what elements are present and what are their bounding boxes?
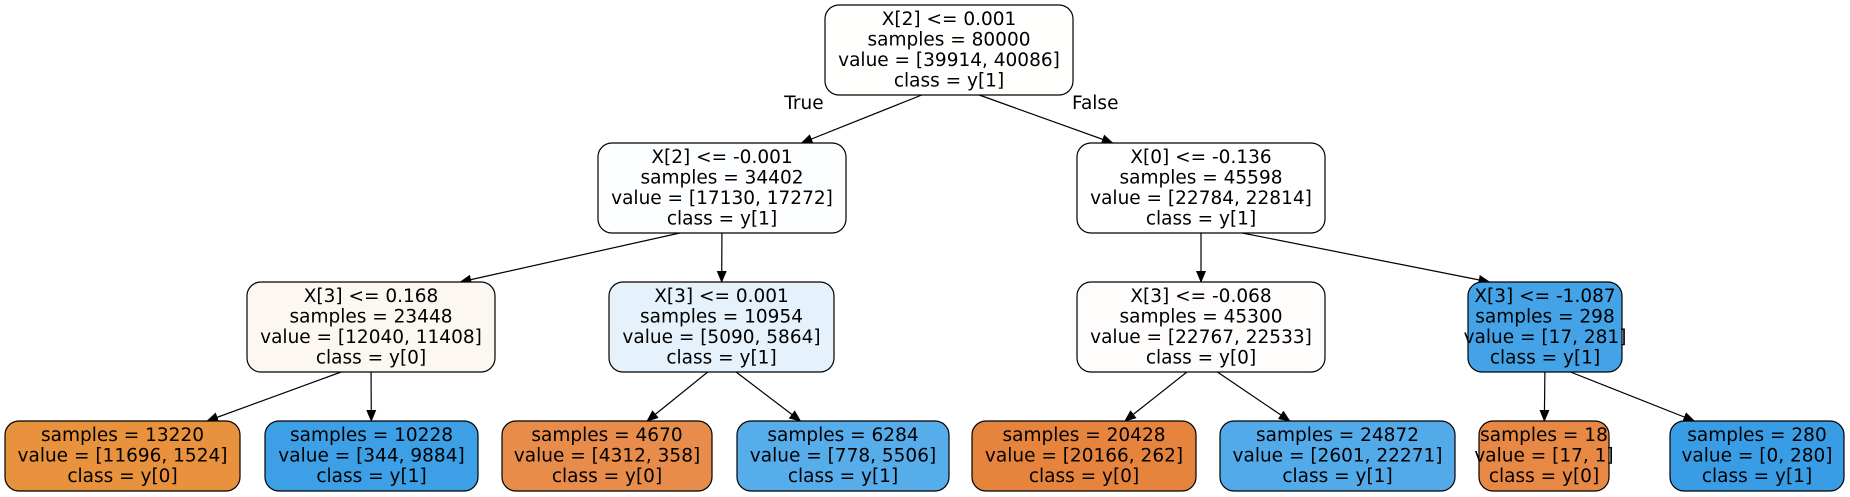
node-line: value = [4312, 358] [514, 446, 700, 467]
node-box [608, 281, 835, 373]
node-box [1478, 420, 1610, 492]
node-box [246, 281, 496, 373]
node-box [824, 4, 1074, 96]
node-box [501, 420, 713, 492]
node-box [1467, 281, 1623, 373]
edge-n1-n2 [459, 232, 681, 285]
edge-label-true: True [783, 93, 823, 114]
node-line: value = [20166, 262] [985, 446, 1183, 467]
node-box [736, 420, 950, 492]
node-line: samples = 280 [1687, 425, 1826, 446]
node-line: value = [344, 9884] [278, 446, 464, 467]
node-line: X[2] <= 0.001 [882, 9, 1017, 30]
node-line: value = [2601, 22271] [1233, 446, 1443, 467]
node-line: value = [39914, 40086] [838, 50, 1060, 71]
edge-n12-n14 [1570, 371, 1696, 422]
node-line: X[3] <= -1.087 [1474, 286, 1615, 307]
node-line: class = y[1] [1490, 347, 1600, 368]
node-line: class = y[1] [667, 208, 777, 229]
node-line: X[0] <= -0.136 [1130, 147, 1271, 168]
node-box [1076, 142, 1326, 234]
node-line: samples = 10954 [640, 306, 803, 327]
edges-layer: True False [206, 93, 1696, 422]
node-line: class = y[1] [788, 466, 898, 487]
node-line: samples = 45598 [1119, 167, 1282, 188]
node-line: samples = 45300 [1119, 306, 1282, 327]
node-line: samples = 6284 [767, 425, 918, 446]
edge-n5-n7 [735, 371, 802, 422]
node-box [597, 142, 847, 234]
node-line: class = y[1] [1702, 466, 1812, 487]
node-line: value = [17, 281] [1464, 327, 1627, 348]
node-line: class = y[1] [316, 466, 426, 487]
node-line: class = y[0] [1029, 466, 1139, 487]
node-line: samples = 80000 [867, 29, 1030, 50]
node-line: samples = 4670 [531, 425, 682, 446]
edge-n0-n8 [979, 94, 1114, 144]
node-line: samples = 24872 [1256, 425, 1419, 446]
node-line: class = y[0] [316, 347, 426, 368]
edge-n0-n1 [800, 94, 922, 144]
node-line: value = [5090, 5864] [622, 327, 820, 348]
edge-n9-n11 [1217, 371, 1291, 422]
node-line: X[3] <= 0.168 [304, 286, 439, 307]
node-line: X[3] <= 0.001 [654, 286, 789, 307]
node-line: value = [17, 1] [1474, 446, 1613, 467]
node-line: samples = 23448 [289, 306, 452, 327]
edge-n2-n3 [206, 371, 342, 422]
node-line: value = [22784, 22814] [1090, 188, 1312, 209]
node-line: samples = 10228 [290, 425, 453, 446]
node-box [1669, 420, 1845, 492]
node-line: samples = 18 [1480, 425, 1608, 446]
node-line: samples = 34402 [640, 167, 803, 188]
node-line: X[3] <= -0.068 [1130, 286, 1271, 307]
node-box [264, 420, 479, 492]
node-box [4, 420, 241, 492]
edge-n8-n12 [1242, 232, 1491, 285]
edge-n12-n13 [1539, 371, 1550, 422]
node-line: samples = 13220 [41, 425, 204, 446]
node-line: class = y[0] [1146, 347, 1256, 368]
node-line: value = [11696, 1524] [18, 446, 228, 467]
node-box [971, 420, 1197, 492]
edge-n9-n10 [1124, 371, 1188, 422]
node-line: class = y[1] [1146, 208, 1256, 229]
node-line: class = y[1] [894, 70, 1004, 91]
node-line: samples = 20428 [1002, 425, 1165, 446]
node-line: class = y[0] [552, 466, 662, 487]
node-line: class = y[1] [1282, 466, 1392, 487]
node-line: value = [12040, 11408] [260, 327, 482, 348]
node-line: samples = 298 [1475, 306, 1614, 327]
node-box [1219, 420, 1456, 492]
node-line: value = [17130, 17272] [611, 188, 833, 209]
node-line: value = [778, 5506] [750, 446, 936, 467]
node-line: class = y[0] [67, 466, 177, 487]
edge-label-false: False [1072, 93, 1118, 114]
node-line: X[2] <= -0.001 [651, 147, 792, 168]
node-line: value = [0, 280] [1681, 446, 1832, 467]
edge-n5-n6 [646, 371, 709, 422]
node-line: value = [22767, 22533] [1090, 327, 1312, 348]
node-line: class = y[1] [666, 347, 776, 368]
node-line: class = y[0] [1489, 466, 1599, 487]
node-box [1076, 281, 1326, 373]
